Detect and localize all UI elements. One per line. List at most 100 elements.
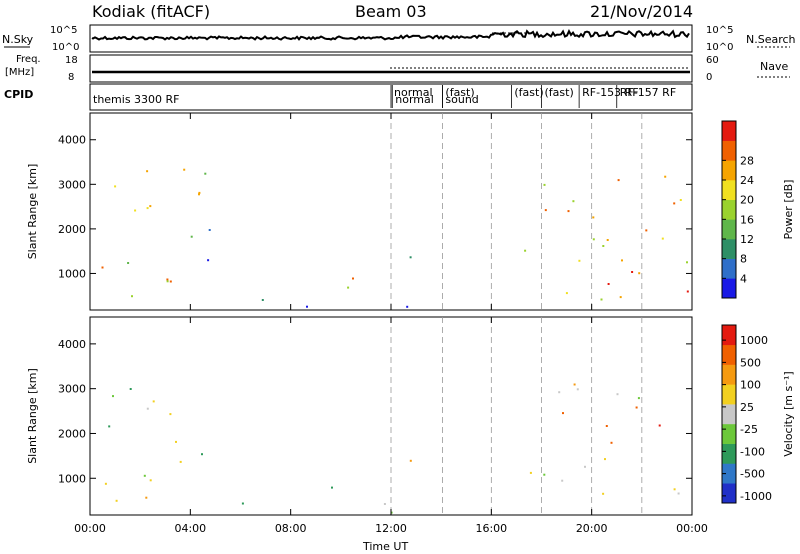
data-cell (131, 295, 133, 298)
data-cell (104, 482, 107, 485)
data-cell (146, 407, 149, 410)
velocity-panel: 1000 2000 3000 4000 Slant Range [km] 00:00 04:… (26, 316, 795, 535)
colorbar-segment (722, 364, 736, 385)
freq-tick-top: 18 (65, 55, 78, 66)
data-cell (562, 412, 564, 415)
cpid-label: CPID (4, 88, 33, 101)
data-cell (635, 406, 638, 409)
data-cell (617, 179, 620, 182)
freq-panel: Freq. [MHz] 18 8 60 0 Nave (5, 54, 790, 83)
colorbar-segment (722, 443, 736, 464)
y-tick-label: 3000 (58, 178, 86, 191)
data-cell (619, 296, 622, 299)
data-cell (638, 272, 641, 275)
colorbar-tick-label: 25 (740, 401, 754, 414)
data-cell (621, 259, 623, 262)
data-cell (610, 441, 613, 444)
nave-tick-top: 60 (706, 55, 719, 66)
nsky-panel: N.Sky 10^5 10^0 10^5 10^0 N.Search (2, 24, 796, 53)
data-cell (573, 383, 576, 386)
data-cell (679, 199, 682, 201)
colorbar-tick-label: -500 (740, 468, 765, 481)
data-cell (409, 256, 412, 259)
x-tick-label: 08:00 (275, 522, 307, 535)
cpid-mode-label: normal (395, 93, 434, 106)
colorbar-tick-label: 28 (740, 154, 754, 167)
data-cell (306, 305, 308, 308)
x-tick-label: 12:00 (375, 522, 407, 535)
data-cell (592, 238, 595, 241)
data-cell (190, 235, 193, 238)
data-cell (558, 391, 561, 394)
nsky-trace (91, 28, 690, 41)
cpid-mode-label: (fast) (445, 86, 474, 99)
colorbar-segment (722, 325, 736, 346)
nave-label: Nave (760, 60, 788, 73)
x-axis-label: Time UT (362, 540, 408, 553)
plot-frame (89, 316, 693, 516)
data-cell (198, 191, 201, 194)
colorbar-segment (722, 160, 736, 181)
data-cell (631, 271, 634, 273)
data-cell (347, 286, 350, 289)
colorbar-segment (722, 344, 736, 365)
data-cell (101, 266, 104, 269)
nave-tick-bottom: 0 (706, 72, 712, 83)
data-cell (605, 425, 608, 427)
y-tick-label: 3000 (58, 383, 86, 396)
data-cell (606, 239, 609, 241)
x-tick-label: 04:00 (174, 522, 206, 535)
data-cell (578, 259, 581, 262)
data-cell (112, 395, 114, 398)
nsky-label: N.Sky (2, 33, 34, 46)
data-cell (600, 298, 603, 301)
data-cell (565, 292, 568, 295)
y-tick-label: 2000 (58, 427, 86, 440)
colorbar-tick-label: 16 (740, 213, 754, 226)
data-cell (201, 453, 203, 456)
data-cell (677, 492, 680, 495)
data-cell (108, 425, 111, 428)
data-cell (673, 202, 676, 205)
data-cell (208, 229, 211, 231)
data-cell (658, 424, 661, 427)
colorbar-segment (722, 384, 736, 405)
data-cell (115, 499, 118, 502)
data-cell (673, 488, 676, 491)
freq-label-1: Freq. (16, 54, 41, 65)
data-cell (383, 503, 386, 505)
beam-title: Beam 03 (355, 2, 427, 21)
data-cell (664, 175, 667, 178)
y-tick-label: 1000 (58, 267, 86, 280)
cpid-mode-label: RF-153 RF (582, 86, 638, 99)
data-cell (607, 283, 610, 285)
data-cell (661, 237, 664, 240)
colorbar-tick-label: 500 (740, 356, 761, 369)
colorbar-tick-label: 4 (740, 272, 747, 285)
data-cell (183, 168, 186, 171)
data-cell (572, 200, 575, 203)
colorbar-tick-label: 1000 (740, 334, 768, 347)
data-cell (602, 492, 605, 495)
data-cell (544, 209, 547, 212)
colorbar-tick-label: 12 (740, 233, 754, 246)
nsearch-label: N.Search (746, 33, 796, 46)
data-cell (146, 170, 149, 173)
data-cell (261, 299, 264, 301)
data-cell (114, 185, 117, 188)
data-cell (169, 413, 172, 416)
data-cell (576, 388, 579, 391)
colorbar-segment (722, 180, 736, 200)
data-cell (602, 245, 605, 247)
nsky-right-tick-top: 10^5 (706, 25, 733, 36)
colorbar-tick-label: -100 (740, 445, 765, 458)
data-cell (390, 511, 393, 514)
data-cell (409, 459, 412, 462)
cpid-mode-label: themis 3300 RF (93, 93, 180, 106)
data-cell (149, 479, 152, 482)
nsky-tick-bottom: 10^0 (52, 42, 79, 53)
colorbar-frame (721, 324, 737, 504)
data-cell (352, 277, 354, 280)
data-cell (686, 290, 689, 293)
